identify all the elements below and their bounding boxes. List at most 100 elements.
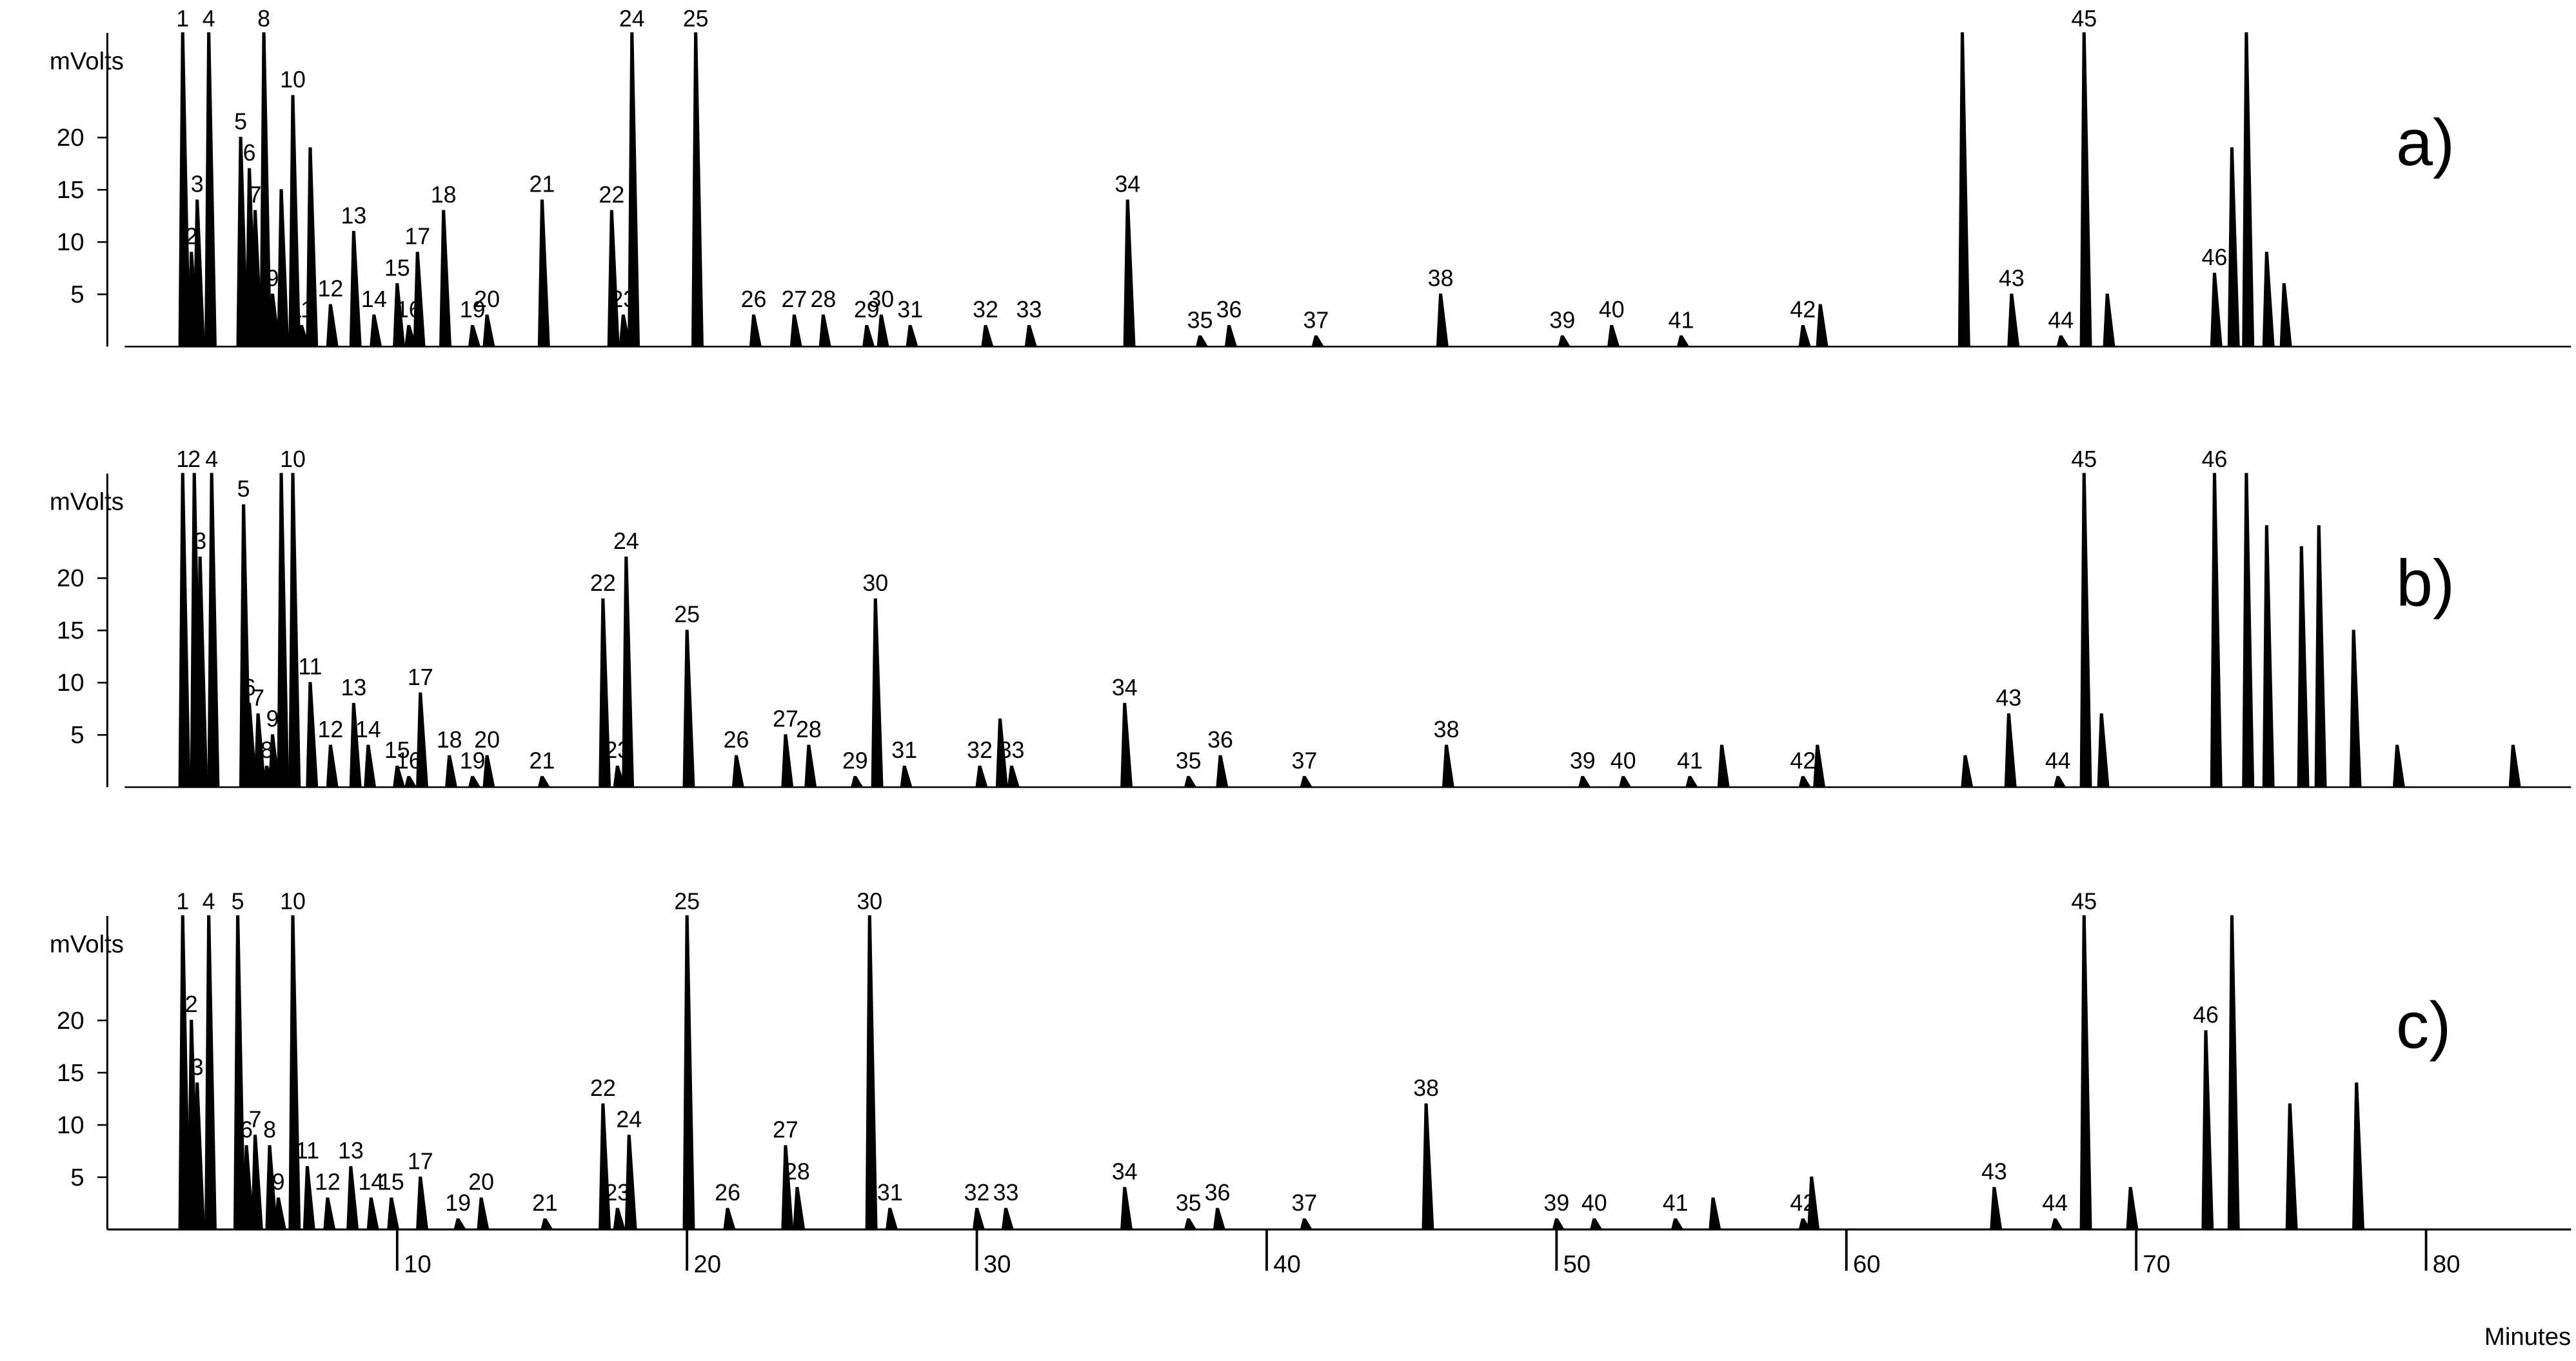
- peak: [250, 1135, 263, 1231]
- peak: [2126, 1187, 2139, 1231]
- peak: [622, 556, 635, 788]
- peak-label: 44: [2042, 1190, 2068, 1216]
- peak-label: 11: [298, 654, 322, 680]
- peak-label: 24: [619, 6, 645, 32]
- peak-label: 37: [1291, 748, 1317, 773]
- peak-label: 7: [249, 1106, 262, 1132]
- y-tick-label: 15: [57, 1059, 84, 1087]
- peak: [613, 1207, 626, 1231]
- peak-label: 36: [1207, 727, 1233, 753]
- peak: [2079, 473, 2092, 788]
- peak: [236, 137, 249, 348]
- peak: [2056, 335, 2070, 348]
- peak-label: 45: [2071, 6, 2097, 32]
- peak-label: 44: [2048, 307, 2074, 333]
- peak-label: 30: [868, 286, 894, 312]
- peak: [2103, 293, 2115, 348]
- peak: [2297, 546, 2310, 788]
- peak: [244, 702, 257, 788]
- peak-label: 17: [408, 1148, 433, 1174]
- peak-label: 28: [810, 286, 836, 312]
- peak: [862, 324, 875, 348]
- x-axis-label: Minutes: [2484, 1323, 2571, 1351]
- peak-label: 9: [272, 1169, 285, 1195]
- peak: [326, 744, 339, 788]
- peak: [204, 915, 217, 1231]
- y-axis-label: mVolts: [50, 47, 124, 75]
- peak-label: 14: [361, 286, 387, 312]
- peak: [2227, 147, 2240, 348]
- peak-label: 12: [318, 276, 344, 302]
- panel-label: a): [2396, 105, 2455, 179]
- peak-label: 39: [1570, 748, 1596, 773]
- peak-label: 32: [967, 737, 993, 763]
- peak: [482, 314, 495, 348]
- peak-label: 20: [474, 286, 500, 312]
- peak: [1798, 776, 1812, 788]
- peak: [2352, 1082, 2365, 1231]
- peak: [1578, 776, 1591, 788]
- peak-label: 15: [384, 737, 410, 763]
- peak-label: 11: [295, 1138, 319, 1164]
- peak-label: 33: [993, 1180, 1019, 1206]
- peak: [995, 719, 1008, 788]
- y-tick-label: 5: [70, 721, 84, 749]
- peak-label: 15: [379, 1169, 404, 1195]
- peak-label: 6: [243, 675, 256, 700]
- peak-label: 7: [249, 182, 262, 208]
- peak: [349, 702, 362, 788]
- x-tick-label: 20: [693, 1251, 721, 1278]
- peak-label: 19: [460, 297, 486, 323]
- peak-label: 29: [842, 748, 868, 773]
- peak-label: 33: [1016, 297, 1042, 323]
- peak-label: 24: [613, 528, 639, 554]
- peak: [871, 598, 884, 788]
- peak: [2097, 713, 2110, 788]
- peak: [253, 713, 266, 788]
- peak: [366, 1197, 379, 1231]
- peak: [323, 1197, 336, 1231]
- peak: [233, 915, 246, 1231]
- peak: [1685, 776, 1699, 788]
- peak: [1798, 324, 1811, 348]
- peak-label: 30: [862, 570, 888, 596]
- peak: [302, 1166, 315, 1231]
- peak: [178, 32, 191, 348]
- peak-label: 26: [724, 727, 749, 753]
- peak: [2508, 744, 2521, 788]
- peak: [468, 776, 481, 788]
- peak-label: 3: [193, 528, 206, 554]
- peak-label: 43: [1996, 685, 2022, 711]
- peak: [1024, 324, 1038, 348]
- peak: [804, 744, 817, 788]
- peak-label: 20: [474, 727, 500, 753]
- panel-label: c): [2396, 988, 2451, 1062]
- peak: [1709, 1197, 1721, 1231]
- peak: [364, 744, 377, 788]
- peak: [906, 324, 918, 348]
- peak: [1618, 776, 1632, 788]
- peak: [2007, 293, 2020, 348]
- peak-label: 27: [773, 706, 798, 732]
- peak: [1216, 755, 1229, 788]
- peak-label: 31: [891, 737, 917, 763]
- peak: [1300, 1218, 1313, 1231]
- peak: [2050, 1218, 2064, 1231]
- peak: [392, 765, 406, 788]
- peak-label: 7: [252, 685, 264, 711]
- peak-label: 38: [1428, 265, 1454, 291]
- peak: [1184, 776, 1197, 788]
- peak-label: 19: [445, 1190, 471, 1216]
- peak: [404, 776, 417, 788]
- peak-label: 28: [784, 1158, 810, 1184]
- peak-label: 22: [590, 1075, 616, 1101]
- peak-label: 29: [854, 297, 880, 323]
- peak: [1195, 335, 1209, 348]
- peak: [404, 324, 417, 348]
- peak-label: 33: [999, 737, 1025, 763]
- peak: [259, 32, 272, 348]
- peak: [2079, 32, 2092, 348]
- peak-label: 5: [232, 889, 244, 915]
- peak: [2053, 776, 2066, 788]
